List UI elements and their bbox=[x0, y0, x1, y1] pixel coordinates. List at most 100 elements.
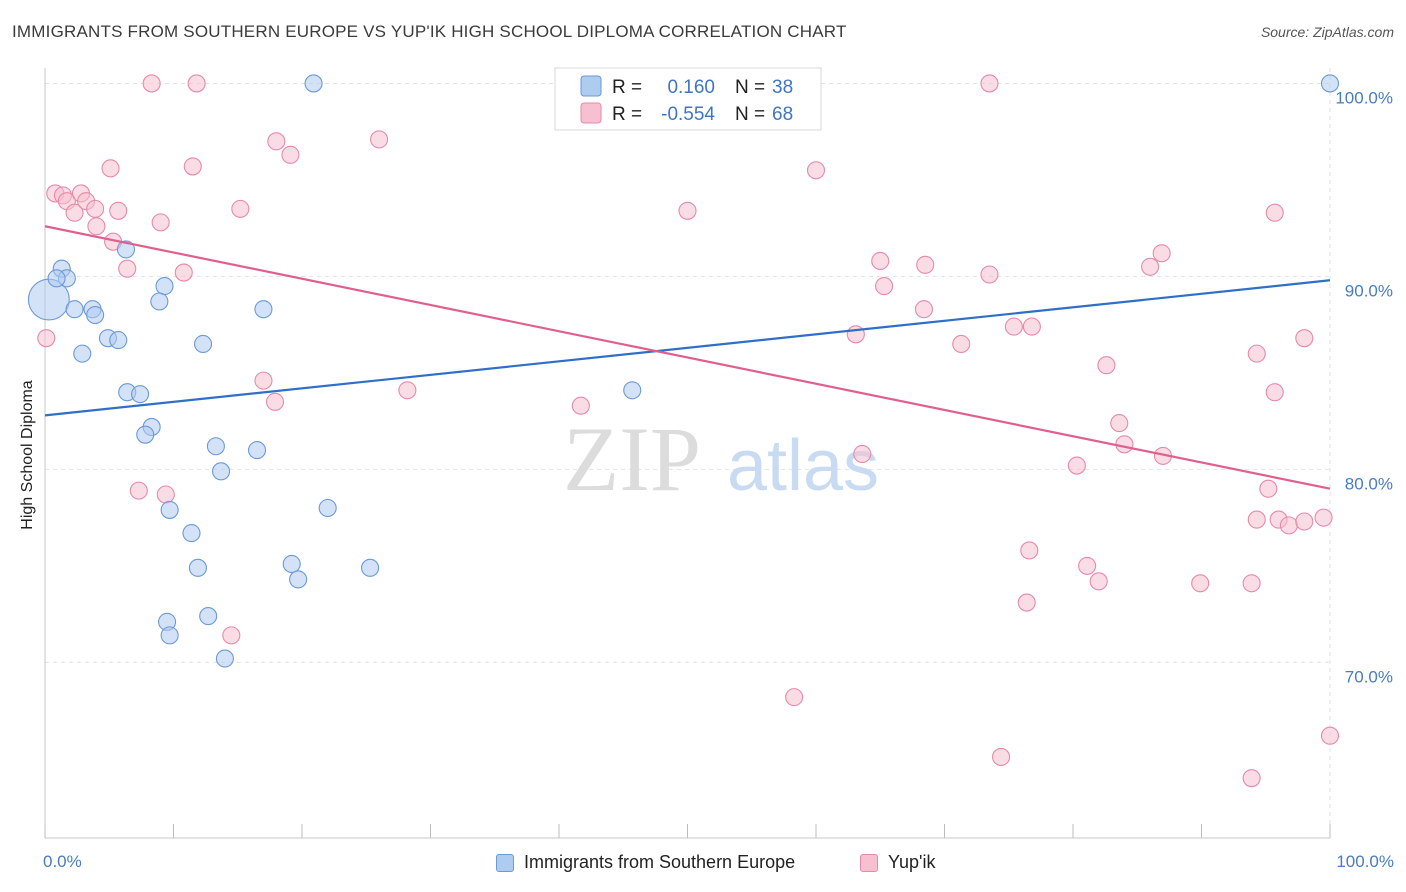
yupik-point bbox=[980, 74, 999, 93]
yupik-point bbox=[222, 626, 241, 645]
legend-swatch-pink-icon bbox=[860, 853, 878, 872]
yupik-point bbox=[254, 371, 273, 390]
yupik-point bbox=[1265, 383, 1284, 402]
yupik-point bbox=[398, 381, 417, 400]
yupik-point bbox=[1242, 769, 1261, 788]
southern-europe-point bbox=[182, 524, 201, 543]
yupik-point bbox=[980, 265, 999, 284]
southern-europe-point bbox=[289, 570, 308, 589]
yupik-points bbox=[37, 74, 1340, 788]
yupik-point bbox=[1097, 356, 1116, 375]
yupik-point bbox=[156, 485, 175, 504]
bottom-legend-item-southern-europe: Immigrants from Southern Europe bbox=[496, 852, 795, 873]
axes bbox=[44, 68, 1331, 839]
yupik-point bbox=[1110, 414, 1129, 433]
yupik-point bbox=[785, 688, 804, 707]
yupik-point bbox=[370, 130, 389, 149]
legend-r-label-2: R = bbox=[612, 104, 642, 125]
yupik-point bbox=[875, 277, 894, 296]
legend-swatch-pink bbox=[580, 102, 602, 124]
y-tick-label: 70.0% bbox=[1345, 667, 1393, 686]
yupik-point bbox=[183, 157, 202, 176]
legend-r-value-2: -0.554 bbox=[661, 104, 715, 125]
bottom-legend-item-yupik: Yup'ik bbox=[860, 852, 935, 873]
southern-europe-points bbox=[27, 74, 1340, 668]
yupik-trend-line bbox=[44, 225, 1331, 490]
yupik-point bbox=[101, 159, 120, 178]
southern-europe-point bbox=[247, 441, 267, 460]
southern-europe-point bbox=[361, 558, 380, 577]
yupik-point bbox=[916, 255, 935, 274]
southern-europe-point bbox=[623, 381, 642, 400]
chart-title: IMMIGRANTS FROM SOUTHERN EUROPE VS YUP'I… bbox=[12, 22, 847, 41]
yupik-point bbox=[952, 334, 971, 354]
southern-europe-point bbox=[136, 425, 155, 444]
southern-europe-point bbox=[215, 649, 234, 668]
southern-europe-point bbox=[304, 74, 323, 93]
southern-europe-point bbox=[160, 500, 179, 519]
southern-europe-point bbox=[1320, 74, 1340, 93]
southern-europe-trend-line bbox=[44, 279, 1331, 417]
yupik-point bbox=[187, 74, 206, 93]
southern-europe-point bbox=[150, 292, 169, 311]
yupik-point bbox=[1295, 329, 1314, 348]
yupik-point bbox=[571, 396, 590, 415]
yupik-point bbox=[1017, 593, 1036, 612]
yupik-point bbox=[1004, 317, 1023, 336]
yupik-point bbox=[151, 213, 170, 232]
yupik-point bbox=[991, 747, 1011, 766]
yupik-point bbox=[118, 259, 137, 278]
watermark-atlas: atlas bbox=[727, 426, 879, 506]
southern-europe-point bbox=[254, 300, 273, 319]
yupik-point bbox=[806, 161, 826, 180]
x-tick-label-min: 0.0% bbox=[43, 852, 82, 871]
southern-europe-point bbox=[199, 607, 218, 626]
yupik-point bbox=[1089, 572, 1108, 591]
southern-europe-point bbox=[65, 300, 84, 319]
yupik-point bbox=[231, 199, 250, 218]
legend-n-value-2: 68 bbox=[772, 104, 793, 125]
legend-r-value-1: 0.160 bbox=[667, 77, 715, 98]
y-tick-label: 80.0% bbox=[1345, 474, 1393, 493]
yupik-point bbox=[1191, 574, 1210, 593]
yupik-point bbox=[1320, 726, 1340, 745]
yupik-point bbox=[65, 203, 84, 222]
yupik-point bbox=[871, 251, 890, 271]
yupik-point bbox=[87, 217, 106, 236]
southern-europe-point bbox=[86, 305, 105, 325]
yupik-point bbox=[109, 201, 128, 220]
legend-n-label-1: N = bbox=[735, 77, 765, 98]
yupik-point bbox=[129, 481, 148, 500]
y-tick-labels: 70.0% 80.0% 90.0% 100.0% bbox=[1335, 88, 1393, 686]
southern-europe-point bbox=[188, 558, 207, 577]
yupik-point bbox=[1247, 344, 1266, 363]
southern-europe-point bbox=[73, 344, 92, 363]
southern-europe-point bbox=[318, 498, 337, 518]
legend-n-value-1: 38 bbox=[772, 77, 793, 98]
legend-n-label-2: N = bbox=[735, 104, 765, 125]
southern-europe-point bbox=[282, 554, 301, 574]
yupik-point bbox=[1020, 541, 1039, 560]
yupik-point bbox=[678, 201, 697, 220]
yupik-point bbox=[853, 444, 872, 464]
southern-europe-point bbox=[47, 269, 66, 288]
legend-r-label-1: R = bbox=[612, 77, 642, 98]
southern-europe-point bbox=[116, 240, 136, 259]
yupik-point bbox=[1141, 257, 1160, 276]
southern-europe-point bbox=[155, 277, 174, 296]
legend-swatch-blue bbox=[580, 75, 602, 97]
yupik-point bbox=[86, 199, 105, 218]
yupik-point bbox=[1247, 510, 1266, 529]
yupik-point bbox=[1152, 244, 1171, 263]
yupik-point bbox=[1295, 512, 1314, 531]
watermark-zip: ZIP bbox=[563, 408, 701, 510]
yupik-point bbox=[174, 263, 193, 282]
southern-europe-point bbox=[131, 385, 150, 404]
y-tick-label: 100.0% bbox=[1335, 88, 1393, 107]
watermark: ZIP atlas bbox=[563, 408, 879, 510]
legend-box: R = 0.160 N = 38 R = -0.554 N = 68 bbox=[554, 67, 822, 131]
yupik-point bbox=[267, 132, 286, 151]
yupik-point bbox=[1314, 508, 1333, 527]
yupik-point bbox=[1067, 456, 1086, 475]
